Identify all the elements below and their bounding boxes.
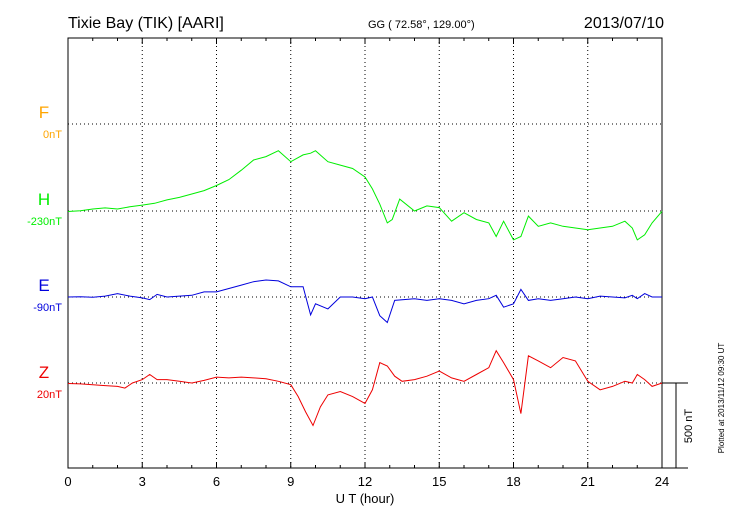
x-tick-label-24: 24	[655, 474, 669, 489]
x-tick-label-3: 3	[139, 474, 146, 489]
x-tick-label-9: 9	[287, 474, 294, 489]
x-axis-label: U T (hour)	[336, 491, 395, 506]
channel-label-F: F	[39, 103, 49, 122]
x-tick-label-0: 0	[64, 474, 71, 489]
series-line-E	[67, 279, 662, 324]
x-tick-label-15: 15	[432, 474, 446, 489]
x-tick-label-12: 12	[358, 474, 372, 489]
coordinates-label: GG ( 72.58°, 129.00°)	[368, 19, 475, 31]
x-tick-label-18: 18	[506, 474, 520, 489]
channel-baseline-E: -90nT	[33, 302, 62, 314]
plotted-timestamp: Plotted at 2013/11/12 09:30 UT	[717, 343, 726, 454]
channel-label-Z: Z	[39, 363, 49, 382]
x-tick-label-21: 21	[581, 474, 595, 489]
series-line-Z	[67, 349, 663, 427]
scale-bar: 500 nT	[662, 382, 695, 469]
station-title: Tixie Bay (TIK) [AARI]	[68, 15, 224, 32]
x-axis-ticks	[67, 38, 663, 468]
channel-label-H: H	[38, 190, 50, 209]
channel-baseline-H: -230nT	[27, 216, 62, 228]
date-label: 2013/07/10	[584, 15, 664, 32]
scale-bar-label: 500 nT	[683, 409, 695, 444]
channel-label-E: E	[38, 276, 49, 295]
grid-lines	[68, 38, 662, 468]
channel-baseline-Z: 20nT	[37, 389, 62, 401]
x-tick-label-6: 6	[213, 474, 220, 489]
series-lines	[67, 150, 663, 427]
channel-baseline-F: 0nT	[43, 129, 62, 141]
series-line-H	[67, 150, 663, 241]
x-axis-tick-labels: 0 3 6 9 12 15 18 21 24	[64, 474, 669, 489]
channel-labels: F 0nT H -230nT E -90nT Z 20nT	[27, 103, 62, 401]
